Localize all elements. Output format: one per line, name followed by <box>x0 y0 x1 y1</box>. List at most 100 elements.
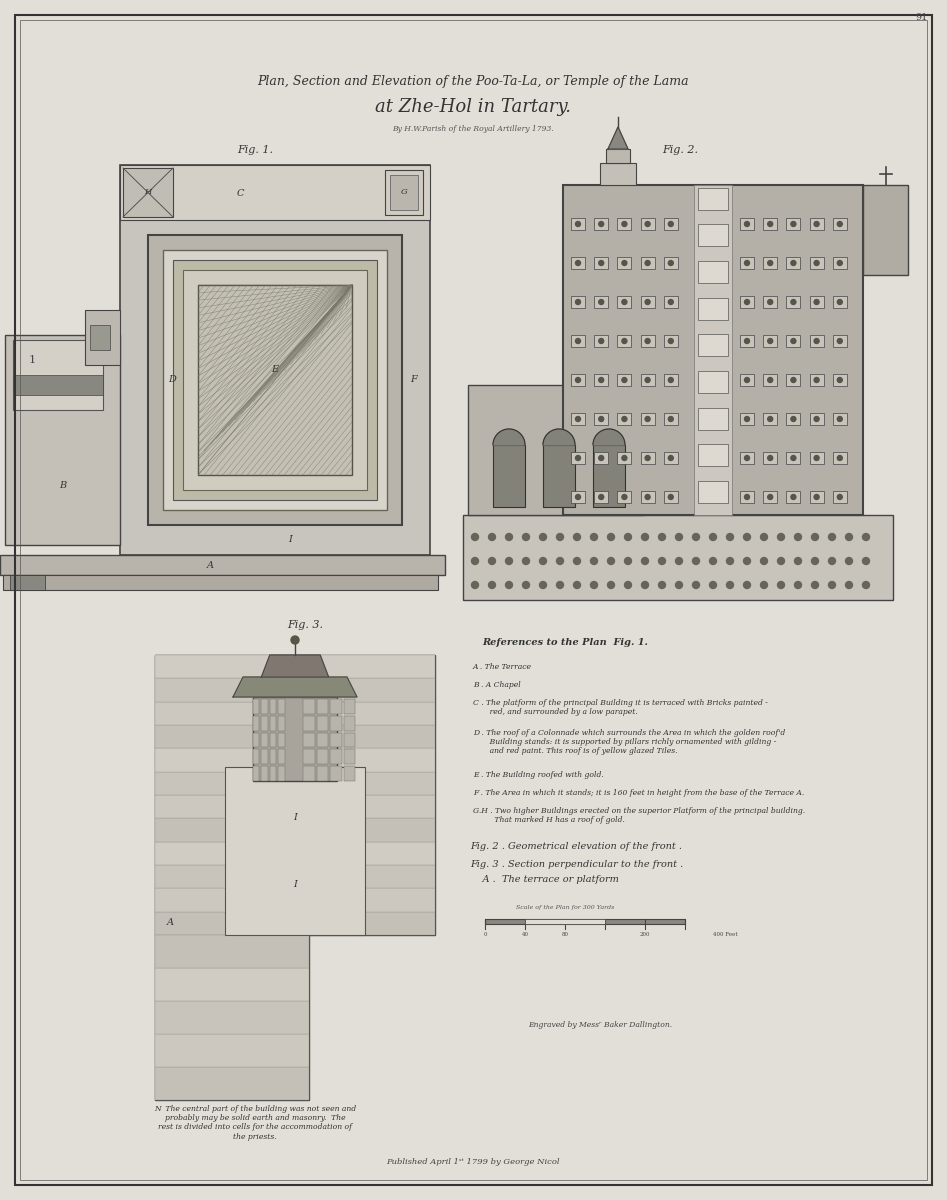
Bar <box>698 298 728 319</box>
Circle shape <box>814 260 819 265</box>
Bar <box>278 715 285 731</box>
Bar <box>698 444 728 467</box>
Text: I: I <box>293 812 297 822</box>
Text: B . A Chapel: B . A Chapel <box>473 680 521 689</box>
Text: D . The roof of a Colonnade which surrounds the Area in which the golden roof'd
: D . The roof of a Colonnade which surrou… <box>473 728 785 756</box>
Circle shape <box>622 416 627 421</box>
Bar <box>525 919 605 924</box>
Text: 400 Feet: 400 Feet <box>713 932 738 937</box>
Bar <box>317 749 329 764</box>
Circle shape <box>709 534 717 540</box>
Bar <box>617 452 632 464</box>
Circle shape <box>768 260 773 265</box>
Text: Fig. 1.: Fig. 1. <box>237 145 273 155</box>
Bar <box>303 766 314 781</box>
Text: By H.W.Parish of the Royal Artillery 1793.: By H.W.Parish of the Royal Artillery 179… <box>392 125 554 133</box>
Circle shape <box>669 338 673 343</box>
Bar <box>303 732 314 748</box>
Text: at Zhe-Hol in Tartary.: at Zhe-Hol in Tartary. <box>375 98 571 116</box>
Circle shape <box>814 378 819 383</box>
Circle shape <box>472 558 478 564</box>
Circle shape <box>791 416 795 421</box>
Circle shape <box>599 338 603 343</box>
Bar <box>270 732 277 748</box>
Bar <box>698 481 728 503</box>
Bar <box>3 575 438 590</box>
Circle shape <box>641 534 649 540</box>
Circle shape <box>846 558 852 564</box>
Circle shape <box>645 222 650 227</box>
Bar <box>640 335 654 347</box>
Circle shape <box>743 534 751 540</box>
Bar <box>740 452 754 464</box>
Bar <box>261 732 268 748</box>
Circle shape <box>669 300 673 305</box>
Circle shape <box>591 558 598 564</box>
Bar <box>10 575 45 590</box>
Circle shape <box>599 300 603 305</box>
Bar <box>225 767 365 935</box>
Circle shape <box>791 338 795 343</box>
Bar <box>303 698 314 714</box>
Circle shape <box>624 558 632 564</box>
Bar <box>740 335 754 347</box>
Bar <box>640 452 654 464</box>
Bar <box>0 554 445 575</box>
Bar <box>763 491 777 503</box>
Circle shape <box>599 378 603 383</box>
Bar <box>253 715 259 731</box>
Bar <box>155 888 435 912</box>
Circle shape <box>791 456 795 461</box>
Bar <box>617 335 632 347</box>
Circle shape <box>523 582 529 588</box>
Bar <box>571 218 585 230</box>
Circle shape <box>777 558 784 564</box>
Circle shape <box>576 494 581 499</box>
Bar <box>698 224 728 246</box>
Circle shape <box>540 558 546 564</box>
Circle shape <box>744 222 749 227</box>
Bar <box>600 163 636 185</box>
Bar <box>331 732 342 748</box>
Bar <box>740 413 754 425</box>
Circle shape <box>837 494 842 499</box>
Bar <box>617 218 632 230</box>
Bar <box>832 296 847 308</box>
Circle shape <box>645 378 650 383</box>
Circle shape <box>829 558 835 564</box>
Bar <box>390 175 418 210</box>
Bar <box>563 185 863 515</box>
Polygon shape <box>233 677 357 697</box>
Circle shape <box>791 300 795 305</box>
Bar <box>694 185 732 515</box>
Circle shape <box>814 456 819 461</box>
Text: I: I <box>288 535 292 545</box>
Circle shape <box>812 558 818 564</box>
Bar <box>594 257 608 269</box>
Bar <box>173 260 377 500</box>
Circle shape <box>472 582 478 588</box>
Polygon shape <box>261 655 329 677</box>
Bar <box>155 935 309 1100</box>
Bar <box>698 335 728 356</box>
Circle shape <box>574 534 581 540</box>
Bar <box>832 374 847 386</box>
Circle shape <box>675 582 683 588</box>
Circle shape <box>622 260 627 265</box>
Text: N  The central part of the building was not seen and
probably may be solid earth: N The central part of the building was n… <box>154 1105 356 1140</box>
Circle shape <box>760 582 767 588</box>
Bar <box>786 218 800 230</box>
Bar <box>344 698 355 714</box>
Circle shape <box>574 582 581 588</box>
Bar <box>763 374 777 386</box>
Text: A: A <box>167 918 173 926</box>
Polygon shape <box>608 127 628 149</box>
Bar <box>253 698 259 714</box>
Text: G: G <box>401 188 407 197</box>
Bar <box>278 698 285 714</box>
Circle shape <box>812 582 818 588</box>
Circle shape <box>837 222 842 227</box>
Circle shape <box>744 494 749 499</box>
Circle shape <box>574 558 581 564</box>
Circle shape <box>814 222 819 227</box>
